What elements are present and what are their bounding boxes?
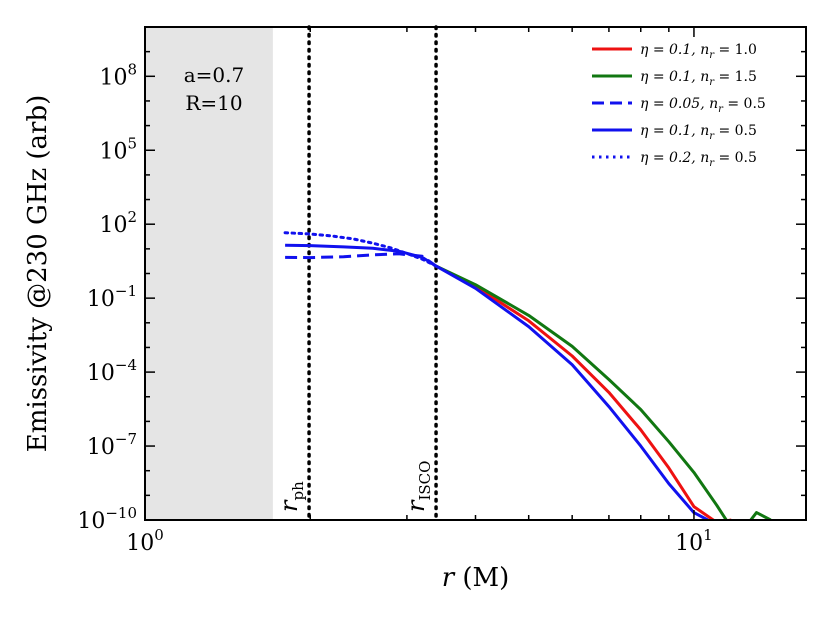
spin-annotation: a=0.7: [184, 63, 245, 87]
vline-label-isco: rISCO: [402, 461, 434, 512]
legend-label-1: η = 0.1, nr = 1.0: [640, 42, 757, 61]
y-tick-label: 105: [99, 134, 137, 164]
y-tick-label: 102: [99, 208, 137, 238]
x-axis-title: r (M): [442, 563, 510, 593]
vline-label-ph: rph: [275, 481, 307, 512]
series-line-1: [435, 264, 732, 520]
y-tick-label: 10−7: [87, 430, 137, 460]
y-tick-label: 10−1: [87, 282, 137, 312]
x-tick-label: 101: [675, 526, 713, 556]
y-tick-label: 10−10: [77, 504, 137, 534]
series-line-4: [285, 243, 709, 520]
series-line-5: [283, 231, 438, 268]
y-tick-label: 10−4: [87, 356, 137, 386]
legend-label-2: η = 0.1, nr = 1.5: [640, 69, 757, 88]
x-tick-label: 100: [126, 526, 164, 556]
horizon-shaded-region: [145, 27, 273, 520]
y-tick-label: 108: [99, 60, 137, 90]
series-line-2: [435, 264, 772, 520]
legend-label-5: η = 0.2, nr = 0.5: [640, 150, 757, 169]
legend-label-3: η = 0.05, nr = 0.5: [640, 96, 766, 115]
legend-label-4: η = 0.1, nr = 0.5: [640, 123, 757, 142]
y-axis-title: Emissivity @230 GHz (arb): [23, 95, 53, 453]
radius-annotation: R=10: [185, 91, 242, 115]
